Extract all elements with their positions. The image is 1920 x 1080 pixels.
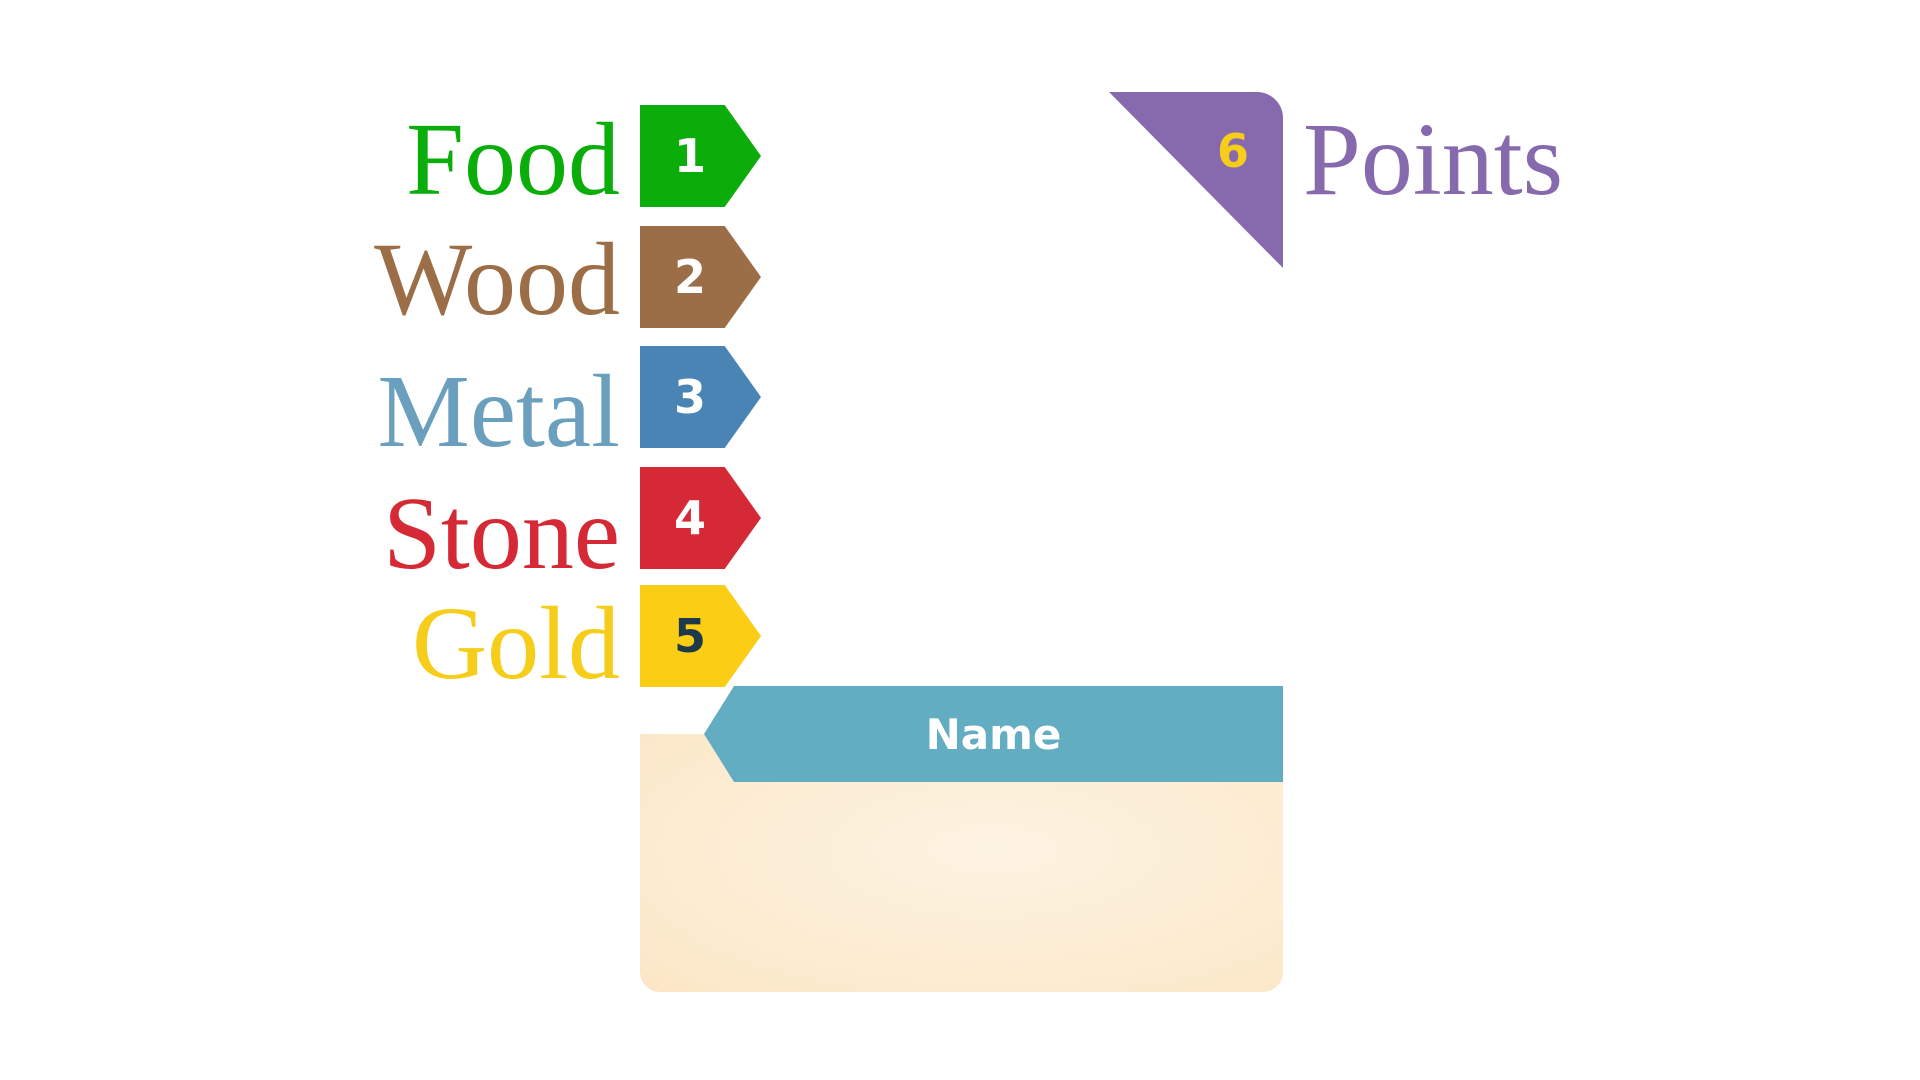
resource-label-food: Food xyxy=(406,102,620,217)
resource-tag-wood: 2 xyxy=(640,226,761,328)
resource-label-gold: Gold xyxy=(412,586,620,701)
points-corner xyxy=(1109,92,1283,268)
resource-tag-gold: 5 xyxy=(640,585,761,687)
resource-label-wood: Wood xyxy=(374,222,620,337)
resource-label-stone: Stone xyxy=(383,476,620,591)
points-label: Points xyxy=(1303,102,1564,217)
resource-tag-metal: 3 xyxy=(640,346,761,448)
resource-tag-stone: 4 xyxy=(640,467,761,569)
resource-tag-food: 1 xyxy=(640,105,761,207)
points-number: 6 xyxy=(1216,124,1249,178)
resource-label-metal: Metal xyxy=(377,354,620,469)
name-banner: Name xyxy=(704,686,1283,782)
